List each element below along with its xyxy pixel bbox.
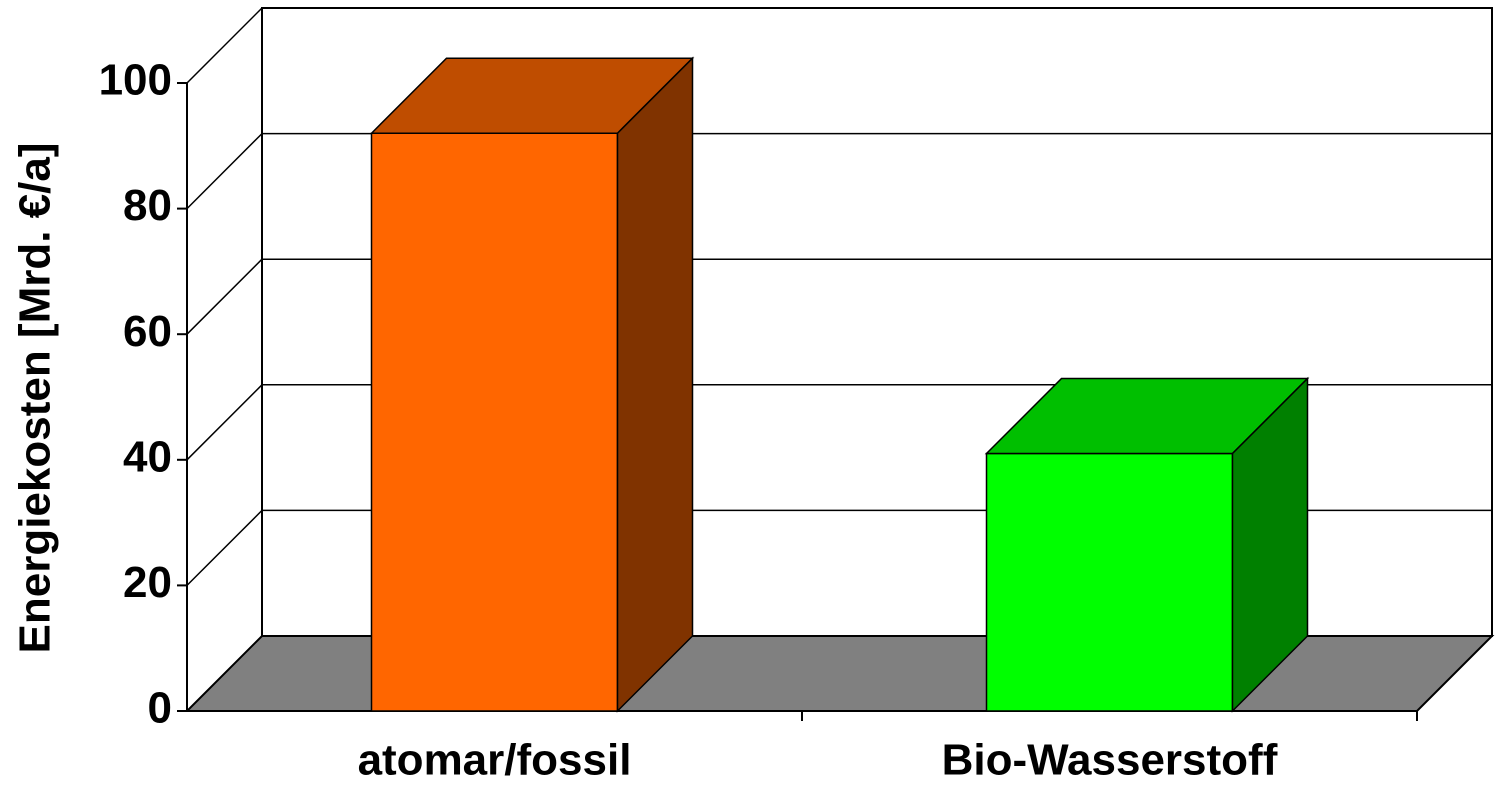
grid-line-side: [186, 258, 263, 335]
bar-side: [616, 56, 694, 713]
grid-line-side: [186, 635, 263, 712]
y-tick-label: 0: [148, 684, 172, 733]
bar: [984, 376, 1310, 713]
bar-front: [370, 132, 619, 712]
bar-front: [985, 452, 1234, 712]
grid-line-side: [186, 384, 263, 461]
grid-line-side: [186, 133, 263, 210]
y-tick-label: 80: [123, 181, 172, 230]
y-axis-label: Energiekosten [Mrd. €/a]: [11, 142, 60, 653]
grid-line-side: [186, 509, 263, 586]
y-tick-label: 100: [99, 56, 172, 105]
y-tick-label: 40: [123, 432, 172, 481]
y-tick-label: 20: [123, 558, 172, 607]
y-tick-label: 60: [123, 307, 172, 356]
grid-line-side: [186, 7, 263, 84]
bar: [369, 56, 695, 713]
x-tick-label: atomar/fossil: [358, 736, 632, 785]
x-tick-label: Bio-Wasserstoff: [942, 736, 1278, 785]
bar-side: [1231, 376, 1309, 713]
